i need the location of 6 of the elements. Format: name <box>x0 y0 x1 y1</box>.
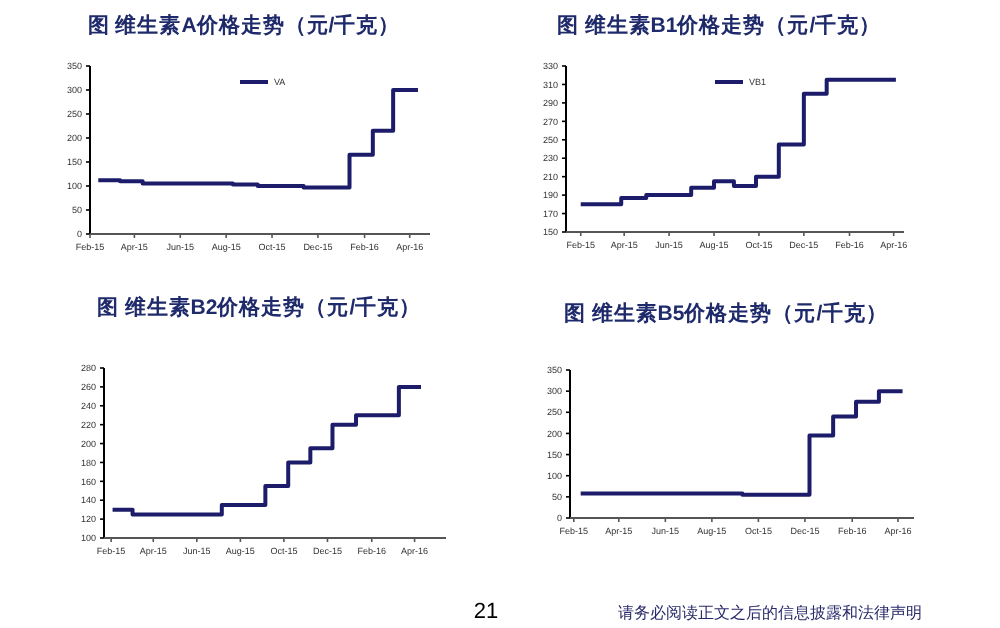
text: 请务必阅读正文之后的信息披露和法律声明 <box>618 604 922 622</box>
chart-title: 图 维生素B2价格走势（元/千克） <box>96 294 422 320</box>
chart-title: 图 维生素B1价格走势（元/千克） <box>556 12 882 38</box>
text: 21 <box>473 600 499 624</box>
chart-title: 图 维生素A价格走势（元/千克） <box>87 12 401 38</box>
chart-title: 图 维生素B5价格走势（元/千克） <box>563 300 889 326</box>
